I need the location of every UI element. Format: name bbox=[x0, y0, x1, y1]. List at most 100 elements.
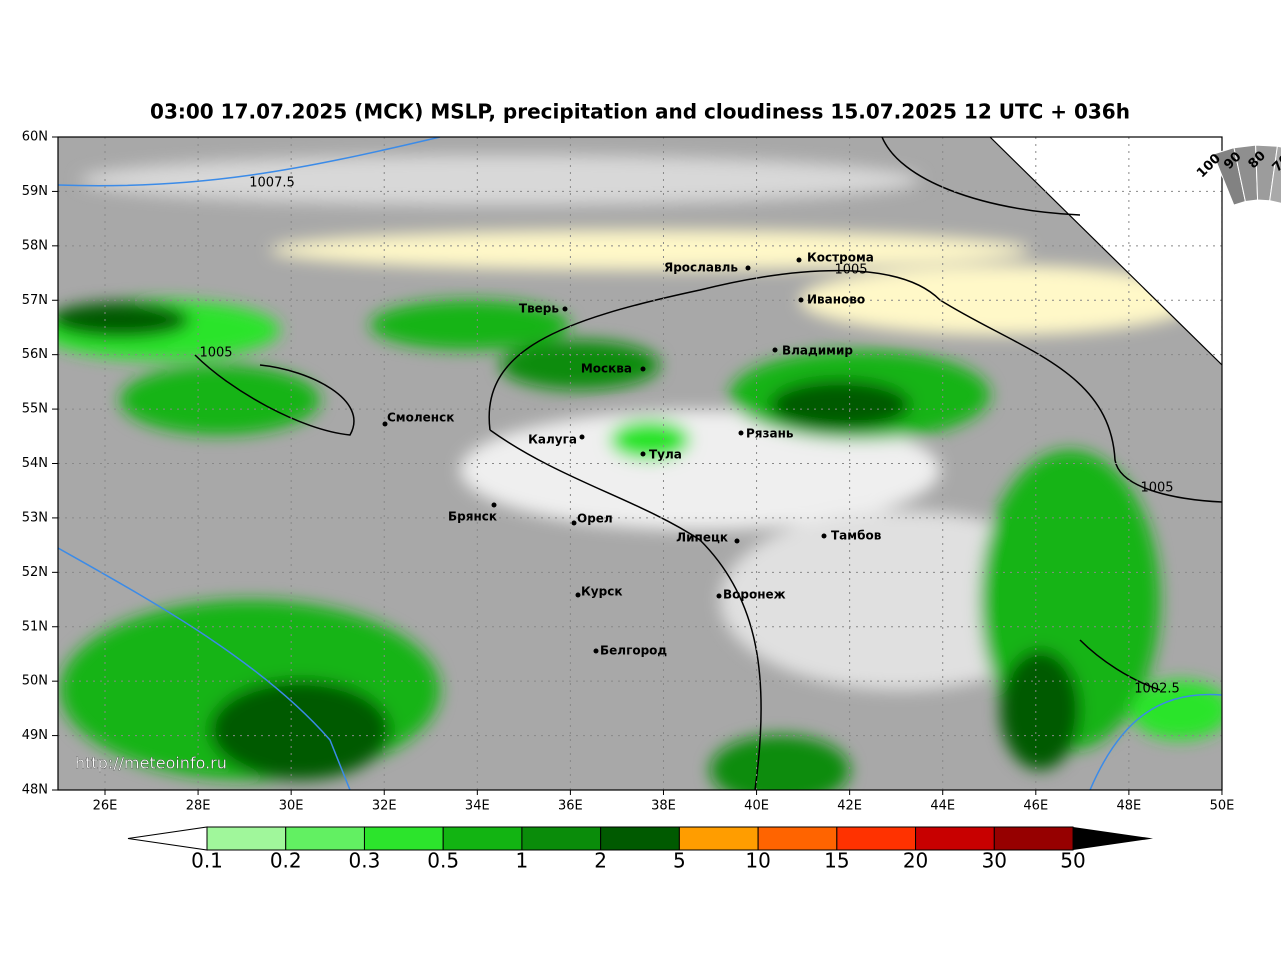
lat-label: 54N bbox=[22, 456, 48, 471]
cloud-scale: 1009080706050403020 bbox=[1194, 144, 1281, 206]
city-label: Воронеж bbox=[723, 588, 786, 602]
lat-label: 58N bbox=[22, 238, 48, 253]
colorbar-segment bbox=[836, 826, 917, 851]
colorbar-segment bbox=[442, 826, 523, 851]
city-dot bbox=[798, 297, 804, 303]
lon-label: 48E bbox=[1116, 799, 1141, 814]
axis-labels: 60N 59N 58N 57N 56N 55N 54N 53N 52N 51N 50N 49N 48N 2… bbox=[22, 130, 1235, 814]
city-label: Орел bbox=[577, 512, 613, 526]
lat-label: 50N bbox=[22, 674, 48, 689]
city-label: Тамбов bbox=[831, 529, 882, 543]
lat-label: 52N bbox=[22, 565, 48, 580]
city-dot bbox=[640, 366, 646, 372]
lat-label: 60N bbox=[22, 130, 48, 145]
colorbar: 0.1 0.2 0.3 0.5 1 2 5 10 15 20 30 50 bbox=[127, 826, 1154, 873]
city-dot bbox=[745, 265, 751, 271]
city-dot bbox=[579, 434, 585, 440]
lat-label: 59N bbox=[22, 184, 48, 199]
colorbar-segment bbox=[363, 826, 444, 851]
lon-label: 46E bbox=[1023, 799, 1048, 814]
lon-label: 32E bbox=[372, 799, 397, 814]
lon-label: 26E bbox=[93, 799, 118, 814]
lat-label: 56N bbox=[22, 347, 48, 362]
cities: Кострома Ярославль Иваново Тверь Владимир Мос… bbox=[382, 251, 882, 658]
colorbar-label: 50 bbox=[1060, 849, 1085, 873]
city-dot bbox=[772, 347, 778, 353]
city-dot bbox=[491, 502, 497, 508]
source-url: http://meteoinfo.ru bbox=[75, 754, 227, 773]
graticule bbox=[58, 137, 1222, 790]
colorbar-segment bbox=[678, 826, 759, 851]
colorbar-segment bbox=[521, 826, 602, 851]
lon-label: 34E bbox=[465, 799, 490, 814]
colorbar-label: 20 bbox=[903, 849, 928, 873]
colorbar-label: 2 bbox=[594, 849, 607, 873]
isobar-label: 1005 bbox=[834, 263, 867, 278]
lat-label: 53N bbox=[22, 510, 48, 525]
lon-label: 42E bbox=[837, 799, 862, 814]
city-label: Брянск bbox=[448, 510, 497, 524]
lon-label: 50E bbox=[1210, 799, 1235, 814]
city-label: Ярославль bbox=[664, 261, 738, 275]
city-dot bbox=[382, 421, 388, 427]
colorbar-label: 0.1 bbox=[191, 849, 223, 873]
isobar-labels: 1007.5 1005 1005 1005 1002.5 bbox=[199, 176, 1179, 697]
isobar-label: 1007.5 bbox=[249, 176, 295, 191]
city-dot bbox=[593, 648, 599, 654]
city-dot bbox=[640, 451, 646, 457]
isobar-label: 1005 bbox=[199, 346, 232, 361]
lon-label: 38E bbox=[651, 799, 676, 814]
city-label: Курск bbox=[581, 585, 622, 599]
city-label: Иваново bbox=[807, 293, 865, 307]
lon-label: 44E bbox=[930, 799, 955, 814]
isobar-label: 1005 bbox=[1140, 481, 1173, 496]
map-field: Кострома Ярославль Иваново Тверь Владимир Мос… bbox=[58, 137, 1222, 790]
city-label: Кострома bbox=[807, 251, 874, 265]
colorbar-segment bbox=[206, 826, 287, 851]
lon-label: 40E bbox=[744, 799, 769, 814]
lon-label: 28E bbox=[186, 799, 211, 814]
colorbar-label: 10 bbox=[745, 849, 770, 873]
city-label: Липецк bbox=[676, 531, 728, 545]
colorbar-label: 15 bbox=[824, 849, 849, 873]
city-label: Калуга bbox=[528, 433, 577, 447]
colorbar-min bbox=[127, 826, 208, 851]
title: 03:00 17.07.2025 (МСК) MSLP, precipitati… bbox=[150, 100, 1130, 124]
lat-label: 51N bbox=[22, 619, 48, 634]
colorbar-segment bbox=[915, 826, 995, 851]
colorbar-segment bbox=[757, 826, 838, 851]
colorbar-label: 0.3 bbox=[349, 849, 381, 873]
city-dot bbox=[796, 257, 802, 263]
city-label: Тверь bbox=[519, 302, 560, 316]
city-label: Белгород bbox=[600, 644, 667, 658]
city-dot bbox=[562, 306, 568, 312]
city-dot bbox=[821, 533, 827, 539]
city-label: Владимир bbox=[782, 344, 853, 358]
city-dot bbox=[571, 520, 577, 526]
lon-label: 36E bbox=[558, 799, 583, 814]
lon-label: 30E bbox=[279, 799, 304, 814]
city-label: Тула bbox=[649, 448, 682, 462]
colorbar-label: 0.2 bbox=[270, 849, 302, 873]
colorbar-segment bbox=[993, 826, 1074, 851]
colorbar-label: 1 bbox=[516, 849, 529, 873]
colorbar-label: 30 bbox=[982, 849, 1007, 873]
colorbar-segment bbox=[285, 826, 365, 851]
colorbar-segment bbox=[600, 826, 680, 851]
city-label: Москва bbox=[581, 362, 632, 376]
colorbar-max bbox=[1073, 827, 1154, 850]
lat-label: 55N bbox=[22, 402, 48, 417]
city-label: Рязань bbox=[746, 427, 794, 441]
city-label: Смоленск bbox=[387, 411, 454, 425]
city-dot bbox=[734, 538, 740, 544]
colorbar-label: 5 bbox=[673, 849, 686, 873]
city-dot bbox=[716, 593, 722, 599]
isobar-label: 1002.5 bbox=[1134, 682, 1180, 697]
cloud-label: 70 bbox=[1270, 152, 1281, 175]
lat-label: 49N bbox=[22, 728, 48, 743]
cloud-segment bbox=[1269, 145, 1281, 204]
city-dot bbox=[738, 430, 744, 436]
colorbar-label: 0.5 bbox=[427, 849, 459, 873]
city-dot bbox=[575, 592, 581, 598]
